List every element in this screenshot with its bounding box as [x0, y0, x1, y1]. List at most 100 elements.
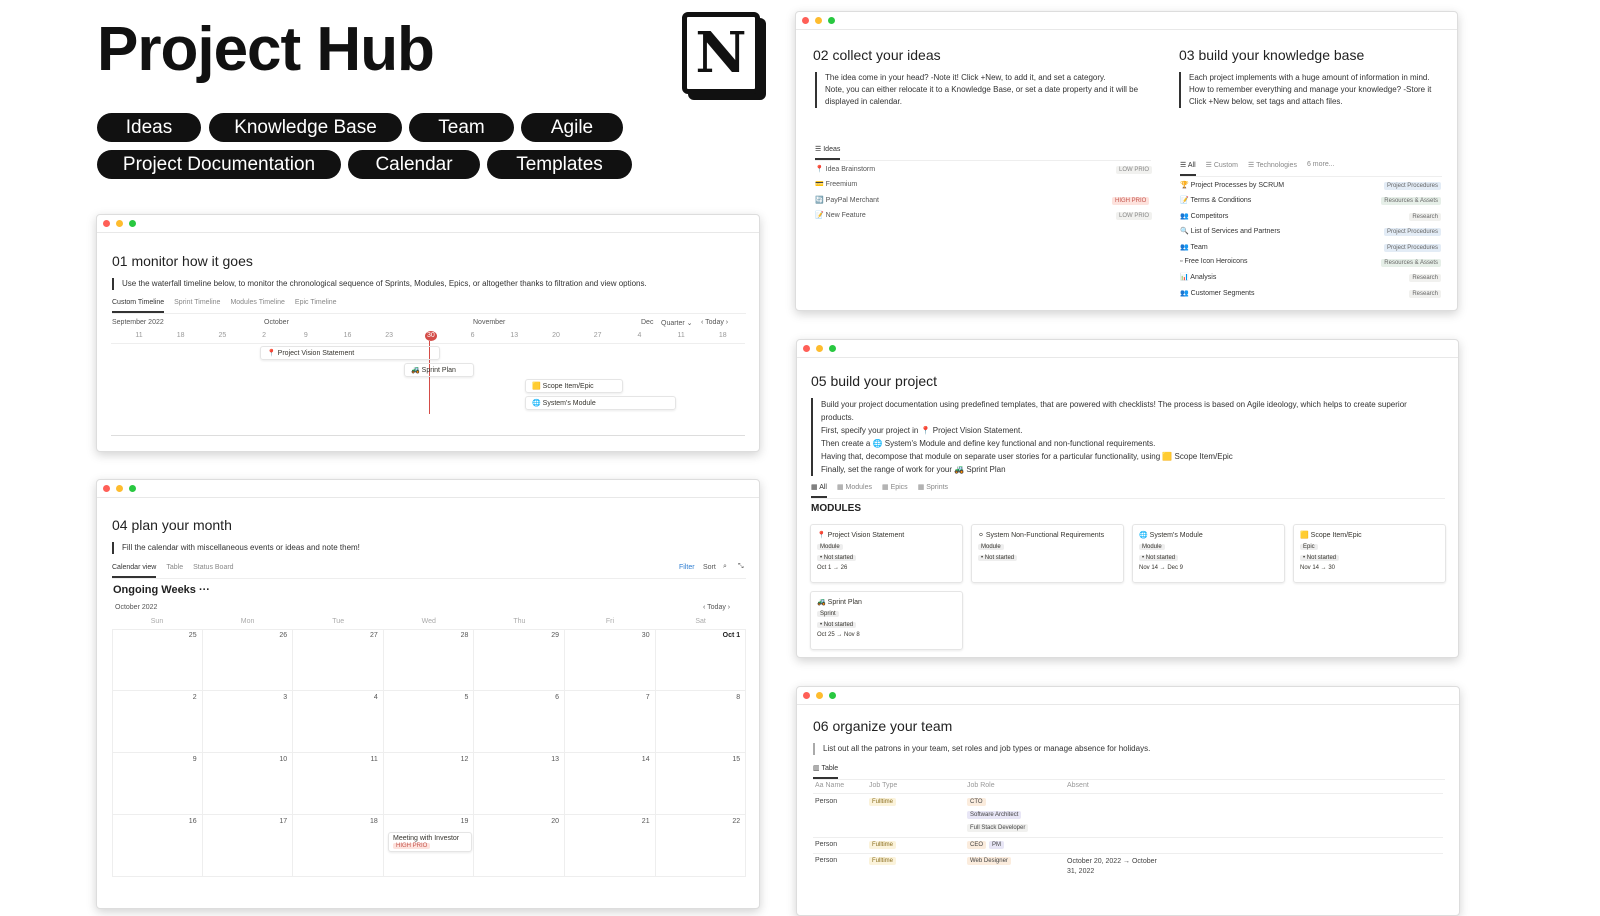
module-card[interactable]: 🚜 Sprint Plan Sprint • Not started Oct 25 →…: [810, 591, 963, 650]
calendar-day[interactable]: 16: [112, 815, 203, 877]
idea-row[interactable]: 📝 New Feature: [815, 211, 866, 219]
nav-templates[interactable]: Templates: [487, 150, 632, 179]
calendar-day[interactable]: 19: [383, 815, 475, 877]
tab-ideas[interactable]: ☰ Ideas: [815, 145, 841, 160]
search-icon[interactable]: ⌕: [723, 563, 727, 570]
person-name[interactable]: Person: [815, 857, 838, 864]
tab-sprint-timeline[interactable]: Sprint Timeline: [174, 299, 221, 306]
maximize-dot[interactable]: [129, 485, 136, 492]
calendar-day[interactable]: 13: [474, 753, 565, 815]
calendar-day[interactable]: 4: [293, 691, 384, 753]
knowledge-row[interactable]: 👥 Competitors: [1180, 212, 1229, 220]
close-dot[interactable]: [802, 17, 809, 24]
tab-table[interactable]: Table: [166, 564, 184, 571]
close-dot[interactable]: [803, 692, 810, 699]
calendar-day[interactable]: 14: [565, 753, 656, 815]
tab-technologies[interactable]: ☰ Technologies: [1247, 162, 1297, 169]
knowledge-row[interactable]: ▫ Free Icon Heroicons: [1180, 258, 1248, 265]
maximize-dot[interactable]: [829, 345, 836, 352]
close-dot[interactable]: [103, 485, 110, 492]
calendar-day[interactable]: 20: [474, 815, 565, 877]
person-name[interactable]: Person: [815, 841, 838, 848]
tab-sprints[interactable]: ▦ Sprints: [917, 484, 949, 491]
nav-calendar[interactable]: Calendar: [348, 150, 480, 179]
calendar-day[interactable]: 22: [655, 815, 747, 877]
calendar-day[interactable]: 27: [293, 629, 384, 691]
calendar-day[interactable]: 25: [112, 629, 203, 691]
calendar-day[interactable]: 12: [383, 753, 475, 815]
tab-more[interactable]: 6 more...: [1306, 161, 1335, 168]
knowledge-row[interactable]: 📝 Terms & Conditions: [1180, 197, 1252, 205]
today-button[interactable]: Today: [707, 604, 726, 611]
minimize-dot[interactable]: [815, 17, 822, 24]
tab-modules-timeline[interactable]: Modules Timeline: [230, 299, 285, 306]
filter-button[interactable]: Filter: [679, 564, 695, 571]
calendar-day[interactable]: 3: [202, 691, 294, 753]
module-card[interactable]: 📍 Project Vision Statement Module • Not st…: [810, 524, 963, 583]
calendar-day[interactable]: 28: [383, 629, 475, 691]
nav-knowledge-base[interactable]: Knowledge Base: [209, 113, 402, 142]
tab-modules[interactable]: ▦ Modules: [836, 484, 872, 491]
maximize-dot[interactable]: [129, 220, 136, 227]
knowledge-row[interactable]: 🔍 List of Services and Partners: [1180, 228, 1281, 236]
module-card[interactable]: ⚪ System Non-Functional Requirements Modu…: [971, 524, 1124, 583]
tab-custom-timeline[interactable]: Custom Timeline: [112, 299, 165, 313]
timeline-item[interactable]: 🚜 Sprint Plan: [404, 363, 474, 377]
calendar-day[interactable]: 30: [565, 629, 656, 691]
knowledge-row[interactable]: 👥 Customer Segments: [1180, 289, 1255, 297]
idea-row[interactable]: 📍 Idea Brainstorm: [815, 166, 876, 173]
timeline-item[interactable]: 📍 Project Vision Statement: [260, 346, 440, 360]
sort-button[interactable]: Sort: [703, 564, 716, 571]
calendar-day[interactable]: 6: [474, 691, 565, 753]
maximize-dot[interactable]: [828, 17, 835, 24]
minimize-dot[interactable]: [816, 345, 823, 352]
tab-custom[interactable]: ☰ Custom: [1205, 162, 1238, 169]
nav-ideas[interactable]: Ideas: [97, 113, 201, 142]
nav-project-documentation[interactable]: Project Documentation: [97, 150, 341, 179]
nav-team[interactable]: Team: [409, 113, 514, 142]
idea-row[interactable]: 💳 Freemium: [815, 181, 858, 189]
calendar-day[interactable]: 26: [202, 629, 294, 691]
timeline-item[interactable]: 🟨 Scope Item/Epic: [525, 379, 623, 393]
column-header[interactable]: Job Type: [869, 782, 898, 789]
tab-epic-timeline[interactable]: Epic Timeline: [294, 299, 337, 306]
calendar-day[interactable]: 17: [202, 815, 294, 877]
column-header[interactable]: Aa Name: [815, 782, 845, 789]
calendar-day[interactable]: 29: [474, 629, 565, 691]
tab-epics[interactable]: ▦ Epics: [882, 484, 908, 491]
close-dot[interactable]: [803, 345, 810, 352]
knowledge-row[interactable]: 🏆 Project Processes by SCRUM: [1180, 182, 1285, 189]
minimize-dot[interactable]: [116, 485, 123, 492]
view-select[interactable]: Quarter ⌄: [661, 320, 693, 327]
minimize-dot[interactable]: [116, 220, 123, 227]
tab-calendar-view[interactable]: Calendar view: [112, 564, 157, 578]
tab-all[interactable]: ▦ All: [811, 483, 827, 498]
column-header[interactable]: Absent: [1067, 782, 1089, 789]
expand-icon[interactable]: ⤡: [738, 563, 744, 570]
tab-table[interactable]: ▥ Table: [813, 764, 839, 779]
calendar-day[interactable]: 10: [202, 753, 294, 815]
calendar-day[interactable]: 15: [655, 753, 747, 815]
calendar-day[interactable]: 8: [655, 691, 747, 753]
tab-all[interactable]: ☰ All: [1180, 161, 1196, 176]
today-nav[interactable]: ‹ Today ›: [701, 319, 729, 326]
calendar-day[interactable]: 7: [565, 691, 656, 753]
idea-row[interactable]: 🔄 PayPal Merchant: [815, 196, 879, 204]
calendar-day[interactable]: 11: [293, 753, 384, 815]
today-button[interactable]: Today: [705, 319, 724, 326]
knowledge-row[interactable]: 👥 Team: [1180, 243, 1208, 251]
timeline-item[interactable]: 🌐 System's Module: [525, 396, 676, 410]
close-dot[interactable]: [103, 220, 110, 227]
calendar-day[interactable]: 2: [112, 691, 203, 753]
nav-agile[interactable]: Agile: [521, 113, 623, 142]
calendar-day[interactable]: Oct 1: [655, 629, 747, 691]
column-header[interactable]: Job Role: [967, 782, 995, 789]
minimize-dot[interactable]: [816, 692, 823, 699]
module-card[interactable]: 🌐 System's Module Module • Not started Nov …: [1132, 524, 1285, 583]
knowledge-row[interactable]: 📊 Analysis: [1180, 274, 1217, 282]
maximize-dot[interactable]: [829, 692, 836, 699]
calendar-day[interactable]: 18: [293, 815, 384, 877]
person-name[interactable]: Person: [815, 798, 838, 805]
today-nav[interactable]: ‹ Today ›: [703, 604, 731, 611]
module-card[interactable]: 🟨 Scope Item/Epic Epic • Not started Nov 14…: [1293, 524, 1446, 583]
